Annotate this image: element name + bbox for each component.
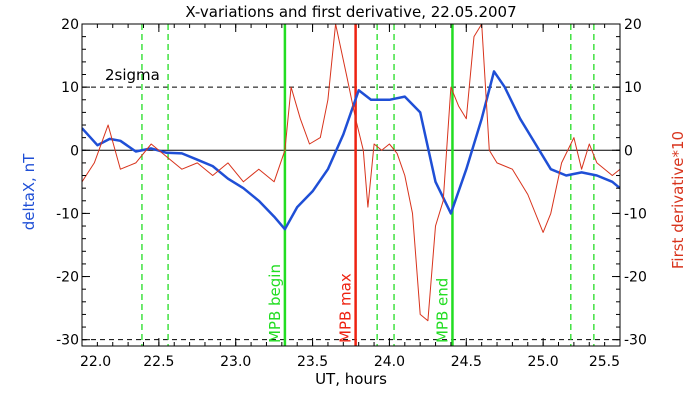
y-tick-label-left-0: 20 <box>61 17 79 33</box>
sigma-label: 2sigma <box>105 66 160 84</box>
chart-title: X-variations and first derivative, 22.05… <box>185 3 516 21</box>
y-tick-label-right-4: -20 <box>624 270 647 286</box>
y-axis-label-right: First derivative*10 <box>669 131 687 269</box>
y-tick-label-left-2: 0 <box>70 143 79 159</box>
y-axis-label-left: deltaX, nT <box>20 153 38 230</box>
y-tick-label-right-5: -30 <box>624 333 647 349</box>
marker-label-3: MPB max <box>337 273 355 343</box>
y-tick-label-right-2: 0 <box>624 143 633 159</box>
x-tick-label-3: 23.5 <box>297 354 328 370</box>
x-tick-label-5: 24.5 <box>451 354 482 370</box>
axes: 22.0 22.5 23.0 23.5 24.0 24.5 25.0 25.5 20 20 10 10… <box>56 17 647 370</box>
marker-labels: MPB begin MPB max MPB end <box>266 264 452 343</box>
y-tick-label-left-1: 10 <box>61 80 79 96</box>
x-tick-label-2: 23.0 <box>220 354 251 370</box>
plot-frame <box>81 23 621 347</box>
marker-label-6: MPB end <box>433 278 451 343</box>
y-tick-label-right-1: 10 <box>624 80 642 96</box>
series-line-derivative <box>82 24 620 322</box>
x-tick-label-4: 24.0 <box>374 354 405 370</box>
y-tick-label-left-4: -20 <box>56 270 79 286</box>
x-tick-label-7: 25.5 <box>589 354 620 370</box>
y-tick-label-right-3: -10 <box>624 206 647 222</box>
x-tick-label-0: 22.0 <box>80 354 111 370</box>
y-tick-label-left-3: -10 <box>56 206 79 222</box>
y-tick-label-right-0: 20 <box>624 17 642 33</box>
x-axis-label: UT, hours <box>315 370 387 388</box>
y-tick-label-left-5: -30 <box>56 333 79 349</box>
x-tick-label-6: 25.0 <box>528 354 559 370</box>
series-line-deltaX <box>82 70 620 231</box>
x-tick-label-1: 22.5 <box>143 354 174 370</box>
plot-area <box>82 24 620 346</box>
marker-label-2: MPB begin <box>266 264 284 343</box>
